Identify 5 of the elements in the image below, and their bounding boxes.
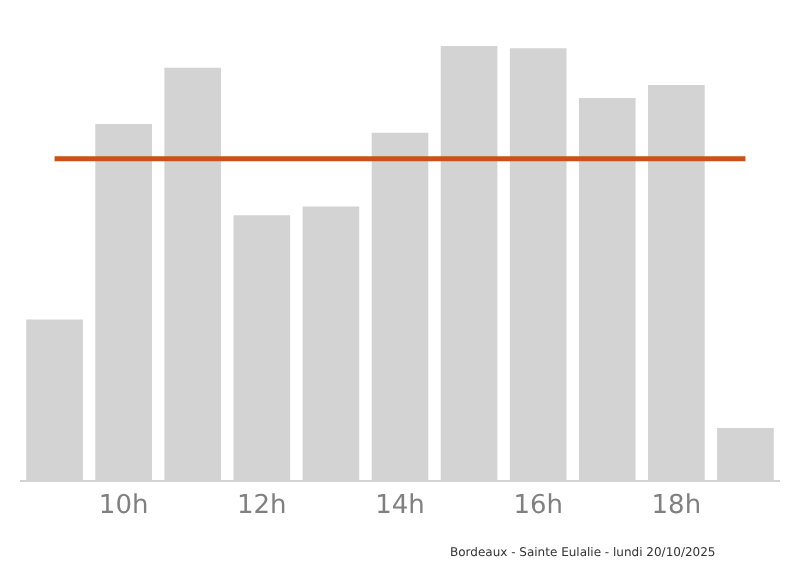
x-tick-label: 12h <box>237 491 287 522</box>
x-tick-label: 10h <box>98 491 149 522</box>
x-tick-label: 16h <box>513 491 563 522</box>
x-tick-label: 14h <box>375 491 425 522</box>
x-tick-label: 18h <box>651 491 702 522</box>
